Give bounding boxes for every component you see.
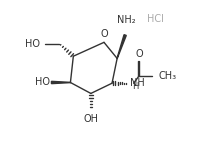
Text: HO: HO <box>26 39 41 49</box>
Text: CH₃: CH₃ <box>158 71 176 81</box>
Text: HO: HO <box>35 78 50 87</box>
Text: O: O <box>135 49 143 59</box>
Text: NH₂: NH₂ <box>117 15 135 25</box>
Text: HCl: HCl <box>147 14 163 24</box>
Polygon shape <box>117 35 126 58</box>
Text: NH: NH <box>130 78 145 88</box>
Text: O: O <box>101 29 109 39</box>
Text: H: H <box>132 82 139 91</box>
Polygon shape <box>51 81 71 84</box>
Text: OH: OH <box>83 114 98 124</box>
